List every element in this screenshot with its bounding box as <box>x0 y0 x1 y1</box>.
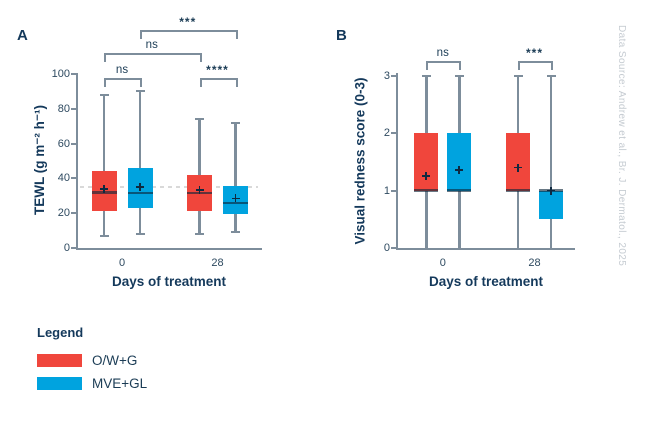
significance-bracket <box>199 78 236 80</box>
mean-marker <box>550 186 552 195</box>
y-tick-mark <box>391 189 396 192</box>
significance-bracket <box>104 78 140 80</box>
significance-label: ns <box>436 47 449 59</box>
median-line <box>127 191 153 195</box>
y-axis-line <box>396 73 398 250</box>
legend-swatch-mvegl <box>37 377 82 390</box>
whisker <box>549 75 553 248</box>
y-tick-mark <box>71 177 76 180</box>
mean-marker <box>517 163 519 172</box>
y-axis-line <box>76 73 78 250</box>
significance-bracket <box>104 53 200 55</box>
box <box>506 133 530 191</box>
whisker-cap-bottom <box>231 231 240 234</box>
whisker-cap-top <box>99 93 109 96</box>
x-tick-label: 28 <box>528 257 541 269</box>
y-tick-label: 3 <box>383 69 390 82</box>
y-tick-label: 100 <box>51 68 70 80</box>
data-source-watermark: Data Source: Andrew et al., Br. J. Derma… <box>616 25 627 267</box>
significance-bracket-end <box>518 61 520 70</box>
y-tick-label: 0 <box>63 242 70 254</box>
box <box>414 133 439 191</box>
y-tick-mark <box>71 212 76 215</box>
y-tick-label: 80 <box>57 102 70 115</box>
x-tick-label: 28 <box>211 257 224 269</box>
significance-bracket-end <box>104 78 106 87</box>
box <box>539 190 563 220</box>
significance-bracket-end <box>235 78 238 87</box>
whisker-cap-top <box>513 74 523 77</box>
legend-swatch-owg <box>37 354 82 367</box>
whisker <box>234 122 237 233</box>
significance-label: *** <box>179 15 197 29</box>
significance-bracket-end <box>199 78 202 87</box>
whisker-cap-bottom <box>195 233 204 236</box>
whisker-cap-top <box>195 118 204 121</box>
whisker <box>102 94 106 236</box>
y-tick-mark <box>71 107 76 110</box>
mean-marker <box>139 183 141 192</box>
significance-label: ns <box>145 39 158 51</box>
whisker-cap-top <box>231 121 240 124</box>
y-tick-label: 20 <box>57 207 70 220</box>
panel-b-x-axis-title: Days of treatment <box>428 274 544 289</box>
y-tick-label: 40 <box>57 172 70 185</box>
mean-marker <box>234 194 237 203</box>
significance-bracket-end <box>104 53 106 62</box>
y-tick-label: 1 <box>383 184 390 197</box>
panel-a-label: A <box>17 27 28 44</box>
y-tick-mark <box>391 132 396 134</box>
y-tick-mark <box>391 247 396 249</box>
significance-bracket <box>426 61 460 63</box>
whisker-cap-bottom <box>99 234 109 237</box>
y-tick-label: 2 <box>383 127 390 139</box>
significance-label: **** <box>206 63 229 77</box>
significance-bracket-end <box>199 53 202 62</box>
y-tick-mark <box>391 74 396 77</box>
y-tick-label: 60 <box>57 137 70 150</box>
x-axis-line <box>396 248 575 250</box>
legend-label-mvegl: MVE+GL <box>92 376 148 391</box>
significance-bracket-end <box>140 30 142 39</box>
significance-label: *** <box>525 46 543 60</box>
y-tick-mark <box>71 247 76 249</box>
x-tick-label: 0 <box>439 257 446 269</box>
significance-bracket-end <box>551 61 553 70</box>
significance-bracket <box>140 30 236 32</box>
whisker-cap-top <box>421 74 431 77</box>
significance-bracket <box>518 61 551 63</box>
box <box>447 133 472 191</box>
panel-b-label: B <box>336 27 347 44</box>
whisker <box>138 91 142 235</box>
reference-line <box>80 186 258 189</box>
whisker-cap-top <box>135 90 145 93</box>
x-tick-label: 0 <box>118 257 126 269</box>
whisker-cap-top <box>546 74 556 77</box>
median-line <box>223 201 248 204</box>
significance-bracket-end <box>459 61 462 70</box>
significance-bracket-end <box>235 30 238 39</box>
legend-label-owg: O/W+G <box>92 353 138 368</box>
panel-a-x-axis-title: Days of treatment <box>111 274 227 289</box>
mean-marker <box>198 185 201 194</box>
significance-bracket-end <box>426 61 429 70</box>
mean-marker <box>425 172 428 181</box>
y-tick-mark <box>71 142 76 145</box>
median-line <box>414 189 439 192</box>
whisker-cap-top <box>454 74 464 77</box>
legend-title: Legend <box>37 325 84 340</box>
mean-marker <box>103 184 105 193</box>
x-axis-line <box>76 248 262 250</box>
significance-bracket-end <box>140 78 142 87</box>
y-tick-label: 0 <box>383 242 390 254</box>
significance-label: ns <box>115 64 129 76</box>
median-line <box>447 189 472 192</box>
median-line <box>506 189 530 192</box>
whisker-cap-bottom <box>135 233 145 236</box>
mean-marker <box>458 166 461 175</box>
y-tick-mark <box>71 73 76 75</box>
